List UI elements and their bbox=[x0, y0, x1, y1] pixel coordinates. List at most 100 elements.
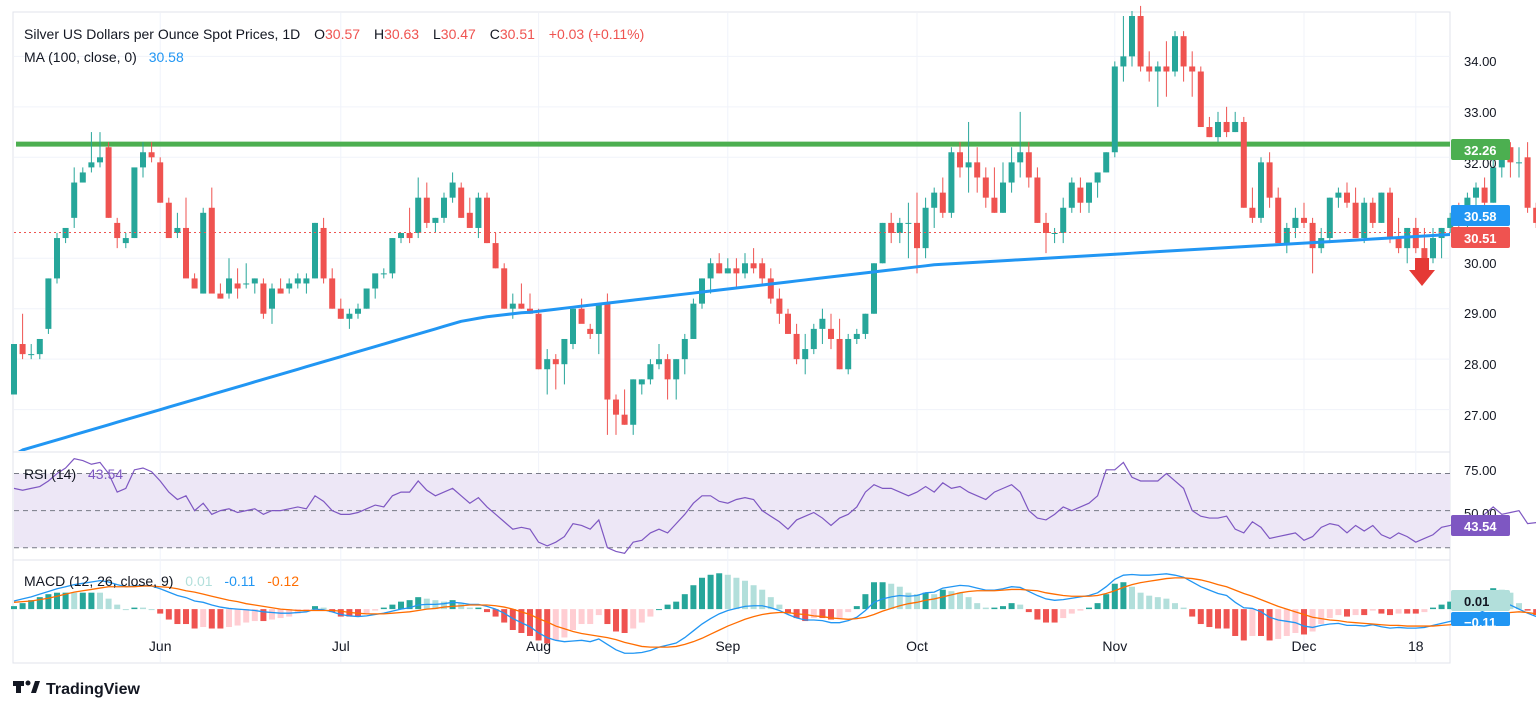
candle-body bbox=[509, 303, 516, 309]
candle-body bbox=[1137, 16, 1144, 67]
macd-histogram-bar bbox=[1249, 609, 1256, 636]
candle-body bbox=[1387, 192, 1393, 239]
rsi-axis[interactable]: 75.00 50.00 bbox=[1464, 463, 1497, 521]
candle-body bbox=[1129, 16, 1135, 57]
candle-body bbox=[484, 197, 490, 244]
macd-histogram-bar bbox=[785, 609, 791, 614]
macd-histogram-bar bbox=[905, 592, 912, 610]
candle-body bbox=[552, 359, 559, 365]
macd-histogram-bar bbox=[776, 604, 783, 610]
candle-body bbox=[793, 333, 800, 360]
candle-body bbox=[475, 197, 482, 228]
macd-histogram-bar bbox=[1301, 609, 1307, 635]
macd-histogram-bar bbox=[1335, 609, 1342, 616]
candle-body bbox=[105, 147, 112, 218]
macd-histogram-bar bbox=[484, 609, 490, 613]
candle-body bbox=[251, 278, 258, 284]
macd-histogram-bar bbox=[845, 609, 852, 613]
macd-histogram-bar bbox=[226, 609, 232, 628]
macd-histogram-bar bbox=[767, 597, 774, 610]
candle-body bbox=[1189, 66, 1196, 72]
macd-histogram-bar bbox=[1344, 609, 1350, 617]
macd-histogram-bar bbox=[475, 607, 482, 610]
candle-body bbox=[991, 197, 998, 213]
candle-body bbox=[750, 263, 757, 269]
macd-histogram-bar bbox=[1309, 609, 1316, 632]
candle-body bbox=[1292, 217, 1299, 228]
candle-body bbox=[681, 338, 688, 360]
candle-body bbox=[174, 227, 181, 233]
candle-body bbox=[1301, 217, 1307, 223]
candle-body bbox=[888, 222, 895, 233]
candle-body bbox=[802, 349, 809, 360]
change-value: +0.03 (+0.11%) bbox=[549, 26, 644, 42]
low-value: 30.47 bbox=[441, 26, 476, 42]
candle-body bbox=[845, 338, 852, 370]
macd-histogram-bar bbox=[871, 582, 877, 610]
candle-body bbox=[337, 308, 344, 319]
macd-histogram-bar bbox=[699, 577, 705, 610]
macd-histogram-bar bbox=[1017, 604, 1024, 610]
macd-histogram-bar bbox=[621, 609, 628, 633]
candle-body bbox=[449, 182, 456, 198]
time-axis-label: Jul bbox=[332, 638, 350, 654]
svg-text:RSI (14) 43.54: RSI (14) 43.54 bbox=[24, 466, 123, 482]
macd-histogram-bar bbox=[1051, 609, 1058, 623]
macd-histogram-bar bbox=[1240, 609, 1247, 641]
candle-body bbox=[1438, 227, 1445, 239]
macd-histogram-bar bbox=[501, 609, 508, 623]
macd-histogram-bar bbox=[853, 606, 860, 610]
candle-body bbox=[1120, 56, 1127, 67]
candle-body bbox=[1275, 197, 1282, 244]
macd-histogram-bar bbox=[372, 609, 379, 611]
macd-histogram-bar bbox=[1533, 609, 1536, 616]
candle-body bbox=[243, 283, 250, 285]
macd-histogram-bar bbox=[54, 592, 60, 610]
candle-body bbox=[71, 182, 78, 218]
macd-histogram-bar bbox=[415, 597, 422, 610]
candle-body bbox=[260, 283, 267, 314]
macd-histogram-bar bbox=[896, 586, 903, 610]
candle-body bbox=[183, 227, 189, 279]
macd-histogram-bar bbox=[939, 589, 946, 610]
macd-histogram-bar bbox=[991, 607, 998, 610]
rsi-band bbox=[14, 473, 1450, 548]
macd-histogram-bar bbox=[1137, 592, 1144, 610]
time-axis[interactable]: Jun Jul Aug Sep Oct Nov Dec 18 bbox=[149, 638, 1424, 654]
candle-body bbox=[630, 379, 637, 425]
macd-histogram-bar bbox=[1438, 604, 1445, 610]
macd-histogram-bar bbox=[819, 609, 826, 619]
candle-body bbox=[957, 152, 963, 168]
candle-body bbox=[1378, 192, 1385, 223]
macd-histogram-bar bbox=[1068, 609, 1075, 614]
resistance-badge-text: 32.26 bbox=[1464, 143, 1497, 158]
macd-histogram-bar bbox=[1447, 601, 1454, 610]
candle-body bbox=[389, 238, 396, 274]
candle-body bbox=[982, 177, 989, 198]
candle-body bbox=[535, 313, 542, 370]
candle-body bbox=[432, 217, 439, 223]
macd-histogram-bar bbox=[604, 609, 611, 625]
candle-body bbox=[1258, 162, 1264, 218]
macd-signal-line bbox=[13, 577, 1536, 648]
macd-histogram-bar bbox=[1258, 609, 1264, 636]
macd-histogram-bar bbox=[217, 609, 224, 629]
macd-histogram-bar bbox=[535, 609, 542, 641]
price-axis[interactable]: 34.00 33.00 32.00 30.00 29.00 28.00 27.0… bbox=[1464, 54, 1497, 423]
candle-body bbox=[372, 273, 379, 289]
candle-body bbox=[905, 222, 912, 224]
candle-body bbox=[1430, 238, 1436, 259]
macd-layer bbox=[11, 573, 1536, 654]
open-label: O bbox=[314, 26, 325, 42]
candle-body bbox=[1344, 192, 1350, 203]
tradingview-brand[interactable]: TradingView bbox=[13, 680, 141, 699]
macd-histogram-bar bbox=[707, 574, 714, 610]
candle-body bbox=[544, 359, 551, 370]
macd-histogram-bar bbox=[337, 609, 344, 617]
macd-histogram-bar bbox=[1077, 609, 1084, 611]
macd-histogram-bar bbox=[157, 609, 164, 614]
open-value: 30.57 bbox=[325, 26, 360, 42]
candle-body bbox=[11, 344, 17, 395]
candle-body bbox=[148, 152, 155, 158]
